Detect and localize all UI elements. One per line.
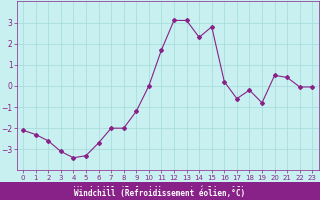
Text: Windchill (Refroidissement éolien,°C): Windchill (Refroidissement éolien,°C) xyxy=(75,189,245,198)
Text: Windchill (Refroidissement éolien,°C): Windchill (Refroidissement éolien,°C) xyxy=(75,186,245,196)
